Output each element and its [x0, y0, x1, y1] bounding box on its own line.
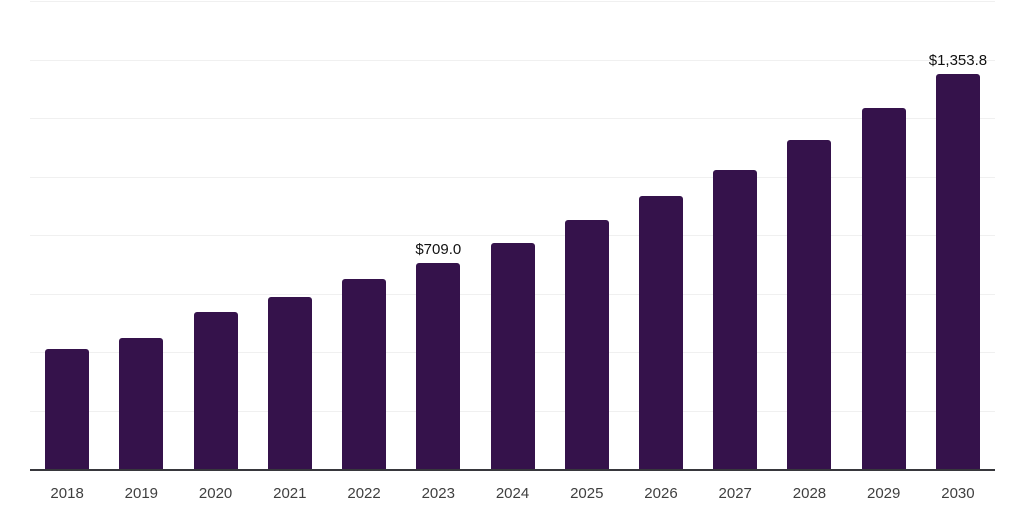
bar-value-label-2030: $1,353.8 [928, 52, 988, 70]
bar-slot-2024 [475, 2, 549, 470]
x-tick-2018: 2018 [50, 485, 84, 502]
x-tick-2022: 2022 [347, 485, 381, 502]
bar-2028[interactable] [787, 140, 832, 470]
bar-value-label-2023: $709.0 [415, 240, 462, 258]
x-tick-2024: 2024 [495, 485, 530, 502]
plot-area: $709.0 $1,353.8 [30, 1, 995, 471]
bar-slot-2028 [772, 2, 846, 470]
bar-slot-2022 [327, 2, 401, 470]
x-tick-2026: 2026 [644, 485, 678, 502]
bar-slot-2027 [698, 2, 772, 470]
bar-2023[interactable] [416, 262, 461, 470]
bar-2030[interactable] [935, 74, 980, 470]
bar-2026[interactable] [638, 195, 683, 470]
bar-2018[interactable] [45, 349, 90, 470]
bars-container: $709.0 $1,353.8 [30, 2, 995, 470]
bar-slot-2030: $1,353.8 [921, 2, 995, 470]
x-axis-line [30, 469, 995, 471]
x-tick-2030: 2030 [941, 485, 975, 502]
x-tick-2020: 2020 [198, 485, 233, 502]
bar-slot-2019 [104, 2, 178, 470]
x-tick-2021: 2021 [273, 485, 307, 502]
x-tick-2029: 2029 [867, 485, 901, 502]
x-tick-2019: 2019 [124, 485, 159, 502]
bar-2024[interactable] [490, 242, 535, 470]
bar-slot-2020 [178, 2, 252, 470]
bar-slot-2018 [30, 2, 104, 470]
gridline-1000 [30, 176, 995, 178]
x-tick-2025: 2025 [570, 485, 604, 502]
x-axis-tick-labels: 2018 2019 2020 2021 2022 2023 2024 2025 2026 2027… [30, 471, 995, 501]
gridline-1200 [30, 118, 995, 119]
bar-2022[interactable] [342, 279, 387, 470]
bar-2019[interactable] [119, 337, 164, 470]
bar-slot-2026 [624, 2, 698, 470]
bar-slot-2023: $709.0 [401, 2, 475, 470]
gridline-1600 [30, 1, 995, 2]
bar-2025[interactable] [564, 220, 609, 470]
bar-2029[interactable] [861, 108, 906, 470]
x-tick-2027: 2027 [718, 485, 752, 502]
x-tick-2023: 2023 [421, 485, 455, 502]
bar-2021[interactable] [267, 296, 312, 470]
bar-2027[interactable] [713, 169, 758, 470]
bar-slot-2029 [847, 2, 921, 470]
bar-slot-2025 [550, 2, 624, 470]
bar-2020[interactable] [193, 312, 238, 470]
gridline-1400 [30, 59, 995, 61]
bar-slot-2021 [253, 2, 327, 470]
gridline-800 [30, 235, 995, 236]
x-tick-2028: 2028 [792, 485, 827, 502]
